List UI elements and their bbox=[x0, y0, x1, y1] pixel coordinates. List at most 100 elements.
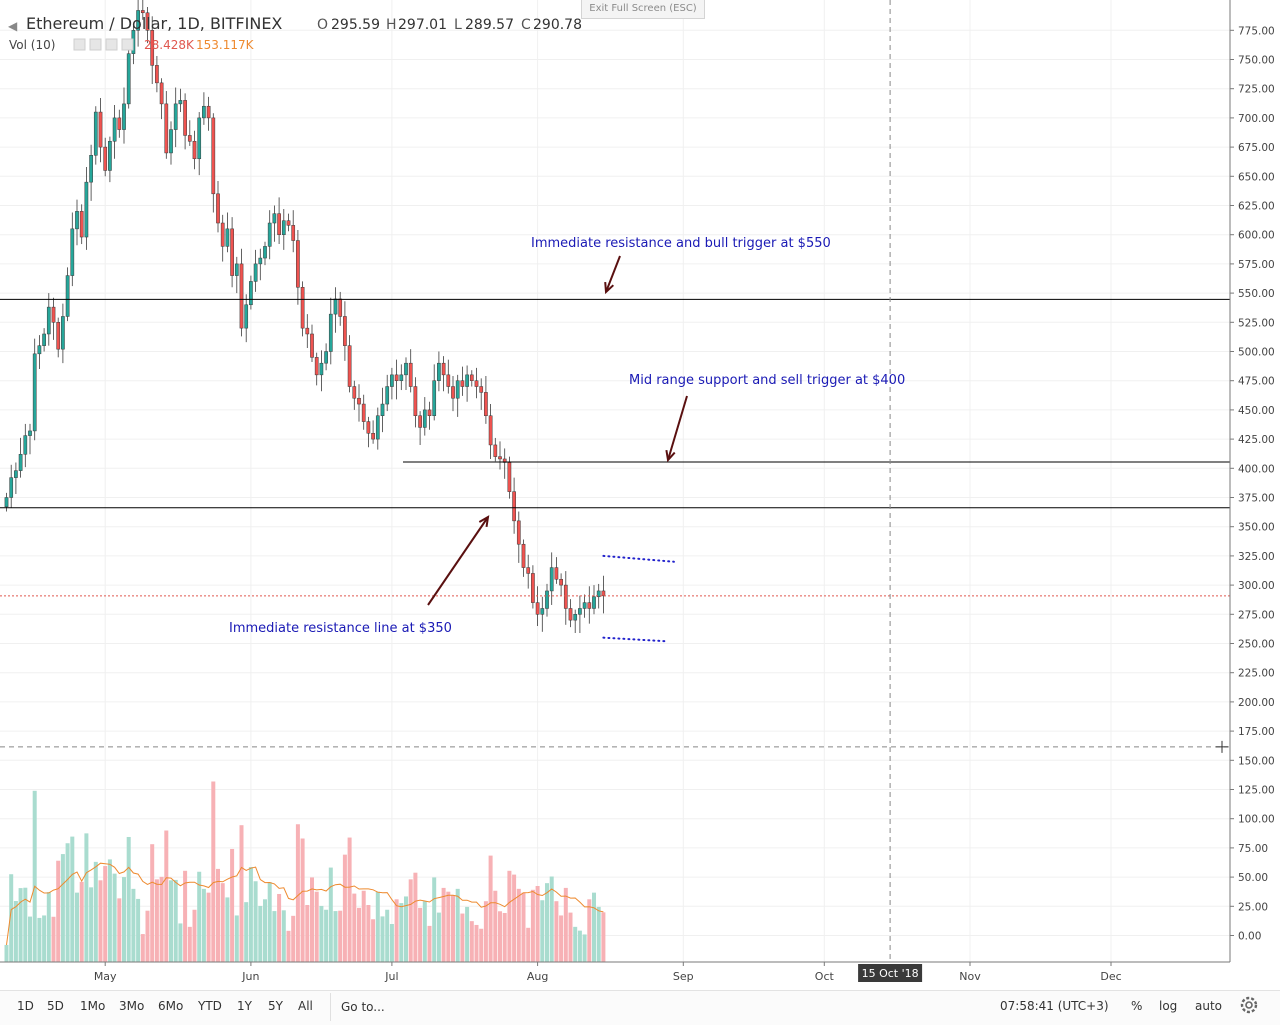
candle-body bbox=[535, 602, 540, 615]
percent-scale-toggle[interactable]: % bbox=[1131, 999, 1143, 1013]
range-1d-button[interactable]: 1D bbox=[17, 999, 34, 1013]
candle-body bbox=[126, 53, 131, 105]
range-6mo-button[interactable]: 6Mo bbox=[158, 999, 184, 1013]
volume-bar bbox=[366, 905, 371, 962]
ohlc-close-value: 290.78 bbox=[533, 17, 582, 33]
candle-body bbox=[422, 409, 427, 428]
range-5d-button[interactable]: 5D bbox=[47, 999, 64, 1013]
candle-body bbox=[460, 380, 465, 387]
ohlc-open-label: O bbox=[317, 17, 328, 33]
candle-body bbox=[192, 141, 197, 160]
auto-scale-toggle[interactable]: auto bbox=[1195, 999, 1223, 1013]
ohlc-low-value: 289.57 bbox=[465, 17, 514, 33]
candle-body bbox=[136, 10, 140, 31]
volume-bar bbox=[93, 861, 98, 962]
candle-body bbox=[263, 246, 267, 259]
volume-bar bbox=[159, 876, 164, 962]
candle-body bbox=[178, 100, 183, 105]
volume-bar bbox=[371, 919, 376, 962]
volume-bar bbox=[98, 880, 103, 962]
candle-body bbox=[437, 362, 441, 381]
time-axis-label: Dec bbox=[1100, 970, 1121, 983]
volume-indicator-label[interactable]: Vol (10) bbox=[9, 38, 55, 52]
volume-bar bbox=[234, 915, 239, 962]
annotation-arrow-head bbox=[665, 449, 676, 463]
range-ytd-button[interactable]: YTD bbox=[198, 999, 222, 1013]
exit-fullscreen-button[interactable]: Exit Full Screen (ESC) bbox=[581, 0, 705, 19]
volume-bar bbox=[451, 895, 455, 962]
symbol-arrows[interactable]: ◀ bbox=[8, 19, 18, 33]
volume-bar bbox=[380, 916, 385, 962]
candle-body bbox=[206, 105, 211, 119]
candle-body bbox=[563, 584, 568, 609]
price-axis-label: 425.00 bbox=[1238, 434, 1275, 446]
range-3mo-button[interactable]: 3Mo bbox=[119, 999, 145, 1013]
price-axis-label: 400.00 bbox=[1238, 463, 1275, 475]
range-1y-button[interactable]: 1Y bbox=[237, 999, 252, 1013]
candle-body bbox=[42, 333, 46, 346]
price-axis-label: 475.00 bbox=[1238, 376, 1275, 388]
annotation-arrow bbox=[427, 516, 489, 606]
candle-body bbox=[253, 263, 258, 282]
candle-body bbox=[140, 10, 145, 14]
volume-bar bbox=[432, 877, 437, 962]
volume-bar bbox=[563, 887, 568, 962]
price-axis-label: 50.00 bbox=[1238, 872, 1268, 884]
indicator-controls[interactable] bbox=[73, 38, 134, 51]
candle-body bbox=[394, 374, 399, 381]
candle-body bbox=[93, 111, 98, 156]
volume-bar bbox=[42, 915, 47, 962]
gear-icon[interactable] bbox=[1238, 994, 1260, 1016]
candle-body bbox=[46, 306, 51, 335]
annotation-arrow bbox=[605, 255, 621, 293]
candle-body bbox=[512, 491, 516, 522]
candle-body bbox=[427, 409, 432, 416]
volume-bar bbox=[549, 876, 554, 962]
candle-body bbox=[413, 386, 418, 416]
candle-body bbox=[582, 602, 587, 609]
volume-bar bbox=[479, 928, 484, 962]
candle-body bbox=[51, 306, 56, 323]
volume-bar bbox=[18, 888, 23, 962]
candle-body bbox=[117, 117, 122, 130]
range-all-button[interactable]: All bbox=[298, 999, 313, 1013]
price-chart[interactable]: 544.63405.35366.21290.78161.51 Immediate… bbox=[0, 0, 1280, 990]
candle-body bbox=[366, 421, 371, 434]
chart-title: Ethereum / Dollar, 1D, BITFINEX bbox=[26, 14, 282, 33]
range-1mo-button[interactable]: 1Mo bbox=[80, 999, 106, 1013]
volume-bar bbox=[164, 830, 169, 962]
volume-bar bbox=[211, 781, 216, 962]
price-axis-label: 650.00 bbox=[1238, 171, 1275, 183]
time-axis-label: May bbox=[94, 970, 117, 983]
volume-bar bbox=[521, 892, 526, 962]
price-axis-label: 75.00 bbox=[1238, 843, 1268, 855]
ohlc-high-label: H bbox=[386, 17, 397, 33]
price-axis-label: 750.00 bbox=[1238, 55, 1275, 67]
volume-bar bbox=[559, 915, 564, 962]
volume-bar bbox=[441, 887, 446, 962]
volume-bar bbox=[310, 877, 314, 962]
candle-body bbox=[281, 220, 286, 235]
goto-date-button[interactable]: Go to... bbox=[330, 993, 395, 1021]
annotation-bull-trigger: Immediate resistance and bull trigger at… bbox=[531, 236, 831, 251]
time-axis-label: Jun bbox=[241, 970, 259, 983]
volume-bar bbox=[13, 901, 18, 962]
volume-bar bbox=[573, 926, 578, 962]
candle-body bbox=[169, 129, 173, 154]
candle-body bbox=[305, 327, 310, 335]
volume-bar bbox=[357, 907, 361, 962]
price-axis-label: 0.00 bbox=[1238, 931, 1261, 943]
candle-body bbox=[145, 12, 150, 31]
volume-bar bbox=[216, 868, 220, 962]
range-5y-button[interactable]: 5Y bbox=[268, 999, 283, 1013]
volume-bar bbox=[554, 901, 559, 962]
volume-bar bbox=[385, 909, 390, 962]
volume-bar bbox=[328, 867, 333, 962]
log-scale-toggle[interactable]: log bbox=[1159, 999, 1178, 1013]
candle-body bbox=[531, 573, 535, 603]
volume-bar bbox=[375, 891, 380, 962]
candle-body bbox=[197, 117, 202, 160]
price-axis-label: 25.00 bbox=[1238, 901, 1268, 913]
volume-ma-line bbox=[6, 862, 604, 945]
ohlc-close-label: C bbox=[521, 17, 531, 33]
